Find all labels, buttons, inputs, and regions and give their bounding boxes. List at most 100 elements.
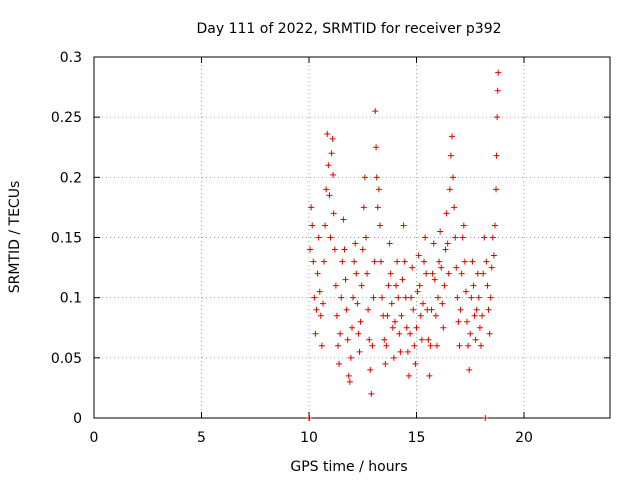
data-point: [350, 294, 357, 301]
data-point: [478, 342, 484, 349]
data-point: [358, 282, 365, 289]
data-point: [313, 306, 320, 313]
data-point: [442, 246, 449, 253]
data-point: [329, 135, 336, 142]
data-points: [306, 69, 502, 421]
data-point: [396, 330, 403, 337]
data-point: [452, 234, 459, 241]
data-point: [382, 360, 389, 367]
data-point: [331, 246, 338, 253]
data-point: [470, 282, 477, 289]
data-point: [453, 264, 460, 271]
data-point: [430, 240, 437, 247]
data-point: [482, 415, 489, 421]
chart-title: Day 111 of 2022, SRMTID for receiver p39…: [196, 21, 501, 37]
data-point: [307, 246, 314, 253]
data-point: [467, 330, 474, 337]
data-point: [330, 171, 337, 178]
data-point: [356, 348, 363, 355]
data-point: [398, 312, 405, 319]
data-point: [401, 258, 408, 265]
data-point: [443, 210, 450, 217]
data-point: [475, 294, 482, 301]
data-point: [346, 378, 353, 385]
y-tick-label: 0: [73, 411, 82, 427]
data-point: [454, 294, 461, 301]
data-point: [461, 258, 468, 265]
data-point: [319, 300, 326, 307]
data-point: [351, 258, 358, 265]
data-point: [480, 270, 487, 277]
data-point: [404, 348, 411, 355]
data-point: [446, 186, 453, 193]
data-point: [322, 222, 329, 229]
data-point: [409, 264, 416, 271]
data-point: [326, 192, 333, 199]
data-point: [349, 324, 355, 331]
axis-ticks: 0 5 10 15 20 0 0.05 0.1 0.15 0.2 0.25 0.3: [51, 50, 610, 446]
data-point: [491, 222, 498, 229]
data-point: [472, 336, 479, 343]
data-point: [373, 144, 380, 151]
data-point: [328, 150, 335, 157]
data-point: [456, 342, 463, 349]
data-point: [440, 324, 447, 331]
data-point: [495, 69, 502, 76]
data-point: [444, 240, 451, 247]
data-point: [374, 204, 381, 211]
data-point: [355, 330, 362, 337]
data-point: [397, 348, 404, 355]
data-point: [325, 162, 332, 169]
data-point: [370, 294, 377, 301]
data-point: [372, 108, 379, 115]
data-point: [368, 390, 375, 397]
data-point: [352, 240, 359, 247]
data-point: [388, 300, 395, 307]
data-point: [389, 324, 396, 331]
data-point: [354, 300, 361, 307]
data-point: [385, 282, 392, 289]
data-point: [327, 234, 334, 241]
data-point: [451, 204, 458, 211]
data-point: [447, 152, 454, 159]
data-point: [383, 342, 390, 349]
data-point: [341, 246, 348, 253]
data-point: [357, 318, 364, 325]
data-point: [476, 324, 483, 331]
data-point: [336, 360, 343, 367]
data-point: [403, 324, 410, 331]
data-point: [369, 342, 376, 349]
data-point: [462, 288, 469, 295]
data-point: [484, 282, 491, 289]
data-point: [417, 312, 424, 319]
data-point: [361, 174, 368, 181]
data-point: [408, 294, 415, 301]
data-point: [465, 342, 472, 349]
data-point: [471, 312, 478, 319]
data-point: [314, 270, 321, 277]
data-point: [489, 234, 496, 241]
data-point: [324, 131, 331, 138]
y-tick-label: 0.05: [51, 351, 82, 367]
data-point: [436, 258, 443, 265]
data-point: [308, 204, 315, 211]
data-point: [421, 258, 428, 265]
data-point: [316, 288, 323, 295]
data-point: [367, 366, 374, 373]
data-point: [407, 330, 414, 337]
x-axis-title: GPS time / hours: [290, 459, 407, 475]
data-point: [365, 306, 372, 313]
y-tick-label: 0.3: [60, 50, 82, 66]
y-axis-title: SRMTID / TECUs: [7, 181, 23, 294]
data-point: [464, 318, 471, 325]
data-point: [378, 258, 385, 265]
y-tick-label: 0.15: [51, 231, 82, 247]
data-point: [432, 312, 439, 319]
y-tick-label: 0.1: [60, 291, 82, 307]
data-point: [373, 174, 380, 181]
data-point: [493, 152, 500, 159]
data-point: [339, 258, 346, 265]
data-point: [445, 270, 452, 277]
data-point: [309, 222, 316, 229]
